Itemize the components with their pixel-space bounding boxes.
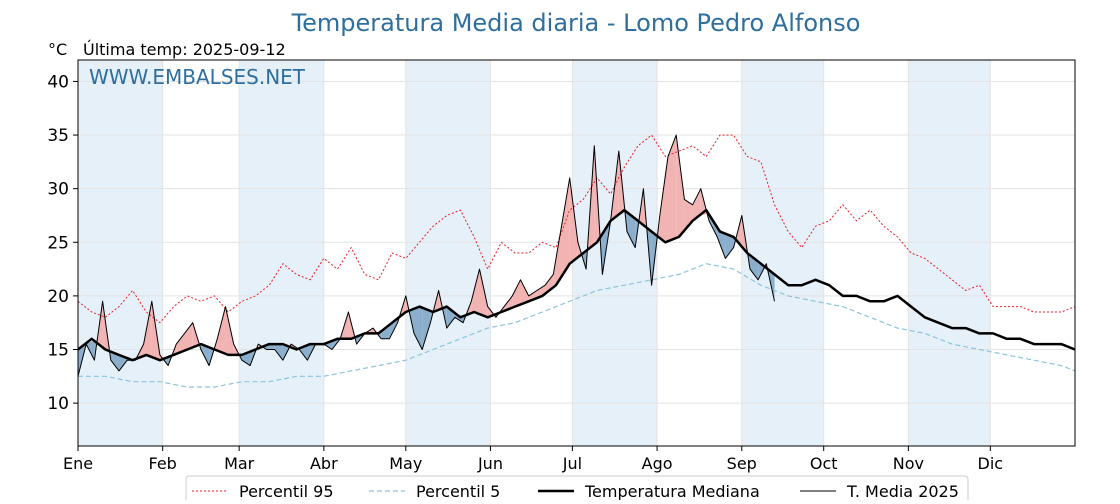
fill-below-median [323,340,333,350]
fill-above-median [676,135,685,238]
fill-above-median [668,135,677,242]
fill-above-median [217,306,226,354]
fill-below-median [422,307,431,350]
x-tick-label: Dic [978,454,1004,473]
fill-below-median [118,354,128,371]
fill-below-median [413,307,423,350]
month-band [405,60,491,446]
legend-label: Temperatura Mediana [584,482,760,500]
x-axis-ticks: Ene Feb Mar Abr May Jun Jul Ago Sep Oct Nov Dic [63,446,1003,473]
fill-above-median [520,279,529,305]
x-tick-label: Ene [63,454,93,473]
fill-below-median [274,344,283,361]
unit-label: °C [48,40,67,59]
month-band [239,60,324,446]
x-tick-label: Jul [562,454,582,473]
legend-label: T. Media 2025 [846,482,959,500]
x-tick-label: May [389,454,422,473]
fill-above-median [692,188,701,221]
fill-below-median [708,214,718,237]
legend-label: Percentil 5 [416,482,500,500]
line-t-media-2025 [77,134,775,377]
fill-above-median [659,156,669,242]
fill-above-median [225,306,234,355]
fill-above-median [471,269,480,315]
fill-below-median [381,324,390,339]
y-tick-label: 25 [47,233,69,253]
x-tick-label: Nov [893,454,924,473]
line-percentil-5 [78,263,1076,388]
fill-below-median [110,351,119,371]
watermark: WWW.EMBALSES.NET [89,65,306,89]
x-tick-label: Mar [224,454,255,473]
fill-below-median [725,233,734,259]
y-tick-label: 20 [47,287,69,307]
x-tick-label: Sep [727,454,757,473]
month-bands [78,60,991,446]
fill-above-median [176,333,185,354]
month-band [741,60,824,446]
y-tick-label: 15 [47,341,69,361]
plot-frame [77,59,1076,447]
y-axis-ticks: 10 15 20 25 30 35 40 [47,72,78,414]
y-tick-label: 10 [47,394,69,414]
y-tick-label: 30 [47,180,69,200]
fill-above-median [479,269,488,318]
chart-title: Temperatura Media diaria - Lomo Pedro Al… [291,9,861,37]
fill-above-median [553,226,562,288]
last-temp-label: Última temp: 2025-09-12 [83,40,286,59]
grid-lines [77,60,1075,446]
fill-below-median [717,227,726,259]
fill-below-median [299,345,308,361]
legend-frame [185,475,969,504]
month-band [78,60,163,446]
x-tick-label: Feb [149,454,177,473]
x-tick-label: Oct [810,454,838,473]
fill-above-median [569,177,578,264]
fill-below-median [200,344,210,366]
line-temperatura-mediana [77,208,1076,362]
fill-below-median [627,212,636,248]
series-lines [77,134,1076,388]
fill-above-median [512,279,521,308]
x-tick-label: Ago [642,454,673,473]
x-tick-label: Jun [477,454,503,473]
fill-above-median [184,322,193,351]
month-band [908,60,991,446]
legend: Percentil 95 Percentil 5 Temperatura Media… [185,475,969,504]
legend-label: Percentil 95 [239,482,334,500]
y-tick-label: 35 [47,126,69,146]
y-tick-label: 40 [47,72,69,92]
fill-above-median [561,177,570,277]
x-tick-label: Abr [310,454,338,473]
